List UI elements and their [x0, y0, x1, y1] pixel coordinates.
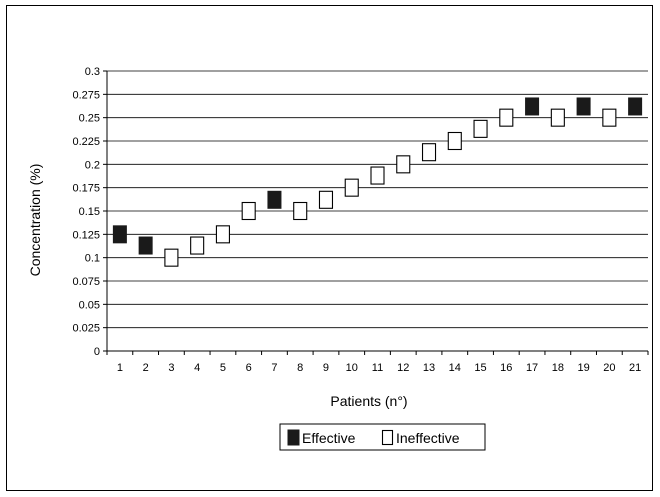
x-tick-labels: 1 2 3 4 5 6 7 8 9 10 11 12 13 14 15 16 17 18 19 20 21: [117, 362, 641, 374]
x-tick-label: 13: [423, 362, 435, 374]
x-tick-label: 2: [143, 362, 149, 374]
x-axis-label: Patients (n°): [330, 393, 407, 409]
x-tick-label: 9: [323, 362, 329, 374]
x-tick-label: 20: [603, 362, 615, 374]
point-ineffective: [370, 166, 385, 185]
x-tick-label: 17: [526, 362, 538, 374]
point-ineffective: [396, 155, 411, 174]
y-tick-label: 0.3: [85, 66, 100, 78]
y-tick-label: 0.025: [72, 323, 100, 335]
point-effective: [628, 97, 643, 116]
chart-frame: [6, 5, 653, 491]
point-effective: [576, 97, 591, 116]
y-tick-labels: 0 0.025 0.05 0.075 0.1 0.125 0.15 0.175 0.2 0.225…: [72, 66, 100, 358]
x-tick-label: 15: [474, 362, 486, 374]
x-tick-label: 18: [552, 362, 564, 374]
point-effective: [525, 97, 540, 116]
x-tick-label: 16: [500, 362, 512, 374]
point-effective: [267, 190, 282, 209]
y-tick-label: 0.075: [72, 276, 100, 288]
y-tick-label: 0.275: [72, 89, 100, 101]
x-tick-label: 14: [449, 362, 461, 374]
point-ineffective: [241, 201, 256, 221]
point-ineffective: [293, 201, 308, 221]
point-ineffective: [344, 178, 359, 197]
point-ineffective: [318, 190, 334, 209]
y-tick-label: 0.175: [72, 183, 100, 195]
x-tick-label: 7: [271, 362, 277, 374]
point-effective: [138, 236, 153, 255]
legend-label-effective: Effective: [302, 430, 356, 446]
point-ineffective: [447, 131, 462, 151]
point-ineffective: [190, 236, 205, 255]
y-tick-label: 0.05: [79, 299, 100, 311]
legend-swatch-effective: [287, 429, 300, 446]
point-ineffective: [550, 108, 565, 127]
legend-swatch-ineffective: [381, 429, 394, 446]
y-tick-label: 0.1: [85, 253, 100, 265]
x-tick-label: 10: [346, 362, 358, 374]
point-ineffective: [473, 119, 488, 138]
x-tick-label: 4: [194, 362, 200, 374]
point-ineffective: [164, 248, 179, 267]
x-tick-label: 3: [168, 362, 174, 374]
data-points: [112, 97, 643, 267]
point-ineffective: [499, 108, 514, 127]
gridlines: [103, 70, 648, 352]
x-tick-label: 19: [577, 362, 589, 374]
y-tick-label: 0.25: [79, 113, 100, 125]
x-tick-label: 1: [117, 362, 123, 374]
axes: [106, 71, 649, 355]
y-axis-label: Concentration (%): [27, 164, 43, 277]
point-ineffective: [421, 143, 437, 162]
point-ineffective: [215, 225, 230, 244]
legend-label-ineffective: Ineffective: [396, 430, 460, 446]
x-tick-label: 12: [397, 362, 409, 374]
x-tick-label: 5: [220, 362, 226, 374]
legend: Effective Ineffective: [279, 423, 486, 451]
x-tick-label: 21: [629, 362, 641, 374]
x-tick-label: 8: [297, 362, 303, 374]
x-tick-label: 11: [372, 362, 383, 374]
y-tick-label: 0.225: [72, 136, 100, 148]
point-ineffective: [602, 108, 617, 127]
point-effective: [112, 225, 127, 244]
y-tick-label: 0.15: [79, 206, 100, 218]
y-tick-label: 0.125: [72, 229, 100, 241]
y-tick-label: 0: [94, 346, 100, 358]
x-tick-label: 6: [246, 362, 252, 374]
y-tick-label: 0.2: [85, 159, 100, 171]
